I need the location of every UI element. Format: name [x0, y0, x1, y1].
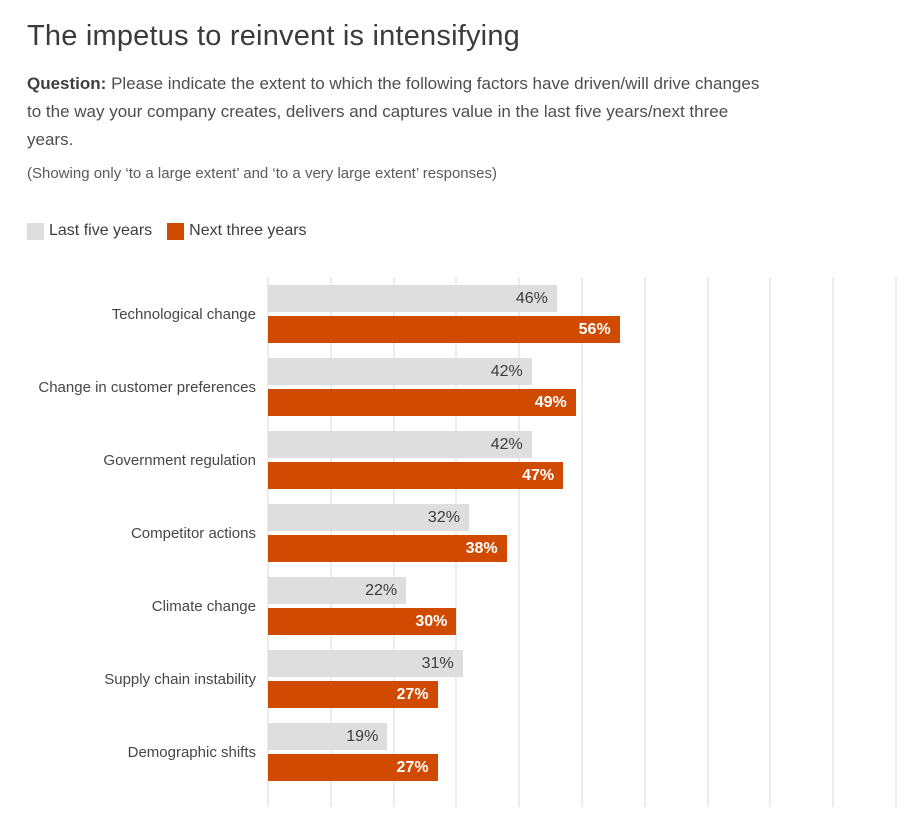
legend: Last five years Next three years: [27, 221, 896, 241]
category-label-demographic-shifts: Demographic shifts: [127, 743, 256, 761]
bar-next-three-years-supply-chain-instability[interactable]: 27%: [268, 681, 438, 708]
bar-value-label: 56%: [578, 320, 611, 338]
bar-next-three-years-climate-change[interactable]: 30%: [268, 608, 457, 635]
bar-value-label: 42%: [490, 435, 523, 453]
bar-group-competitor-actions: 32% 38%: [268, 504, 896, 562]
bar-value-label: 31%: [421, 654, 454, 672]
bar-value-label: 27%: [396, 685, 429, 703]
bar-value-label: 49%: [534, 393, 567, 411]
bar-value-label: 46%: [515, 289, 548, 307]
question-paragraph: Question: Please indicate the extent to …: [27, 70, 767, 154]
category-label-competitor-actions: Competitor actions: [130, 524, 256, 542]
gridline-50: [581, 277, 583, 807]
bar-group-change-in-customer-preferences: 42% 49%: [268, 358, 896, 416]
gridline-60: [643, 277, 646, 807]
bar-next-three-years-change-in-customer-preferences[interactable]: 49%: [268, 389, 576, 416]
gridline-100: [895, 277, 897, 807]
bar-last-five-years-government-regulation[interactable]: 42%: [268, 431, 532, 458]
gridline-90: [832, 277, 835, 807]
bar-value-label: 32%: [427, 508, 460, 526]
bar-group-climate-change: 22% 30%: [268, 577, 896, 635]
bar-group-demographic-shifts: 19% 27%: [268, 723, 896, 781]
legend-item-label: Next three years: [189, 222, 307, 239]
bar-last-five-years-change-in-customer-preferences[interactable]: 42%: [268, 358, 532, 385]
legend-item-last-five-years[interactable]: Last five years: [27, 222, 152, 240]
category-label-technological-change: Technological change: [111, 305, 256, 323]
bar-value-label: 38%: [465, 539, 498, 557]
bar-next-three-years-technological-change[interactable]: 56%: [268, 316, 620, 343]
bar-value-label: 30%: [415, 612, 448, 630]
bar-value-label: 42%: [490, 362, 523, 380]
bar-last-five-years-technological-change[interactable]: 46%: [268, 285, 557, 312]
category-labels-column: Technological change Change in customer p…: [27, 277, 268, 807]
legend-swatch-icon: [27, 222, 44, 240]
note-text: (Showing only ‘to a large extent’ and ‘t…: [27, 165, 497, 182]
bar-chart: Technological change Change in customer p…: [27, 277, 897, 807]
bar-last-five-years-supply-chain-instability[interactable]: 31%: [268, 650, 463, 677]
bar-group-technological-change: 46% 56%: [268, 285, 896, 343]
category-label-government-regulation: Government regulation: [103, 451, 256, 469]
bar-value-label: 47%: [522, 466, 555, 484]
gridline-70: [706, 277, 709, 807]
page-title: The impetus to reinvent is intensifying: [27, 20, 520, 52]
bar-next-three-years-demographic-shifts[interactable]: 27%: [268, 754, 438, 781]
legend-item-next-three-years[interactable]: Next three years: [167, 222, 307, 240]
bar-last-five-years-climate-change[interactable]: 22%: [268, 577, 407, 604]
bar-group-supply-chain-instability: 31% 27%: [268, 650, 896, 708]
bar-value-label: 27%: [396, 758, 429, 776]
bar-next-three-years-competitor-actions[interactable]: 38%: [268, 535, 507, 562]
gridline-80: [769, 277, 772, 807]
legend-item-label: Last five years: [49, 222, 153, 239]
plot-area: 46% 56% 42% 49% 42% 47% 32% 38% 22% 30% 31% 27% 19% 2…: [267, 277, 897, 807]
category-label-climate-change: Climate change: [151, 597, 256, 615]
bar-group-government-regulation: 42% 47%: [268, 431, 896, 489]
bar-value-label: 19%: [346, 727, 379, 745]
question-label: Question:: [27, 74, 107, 93]
category-label-change-in-customer-preferences: Change in customer preferences: [38, 378, 256, 396]
bar-value-label: 22%: [365, 581, 398, 599]
bar-next-three-years-government-regulation[interactable]: 47%: [268, 462, 564, 489]
bar-last-five-years-demographic-shifts[interactable]: 19%: [268, 723, 388, 750]
gridline-40: [518, 277, 521, 807]
category-label-supply-chain-instability: Supply chain instability: [104, 670, 256, 688]
legend-swatch-icon: [167, 222, 185, 240]
question-text: Please indicate the extent to which the …: [27, 74, 760, 149]
bar-last-five-years-competitor-actions[interactable]: 32%: [268, 504, 469, 531]
